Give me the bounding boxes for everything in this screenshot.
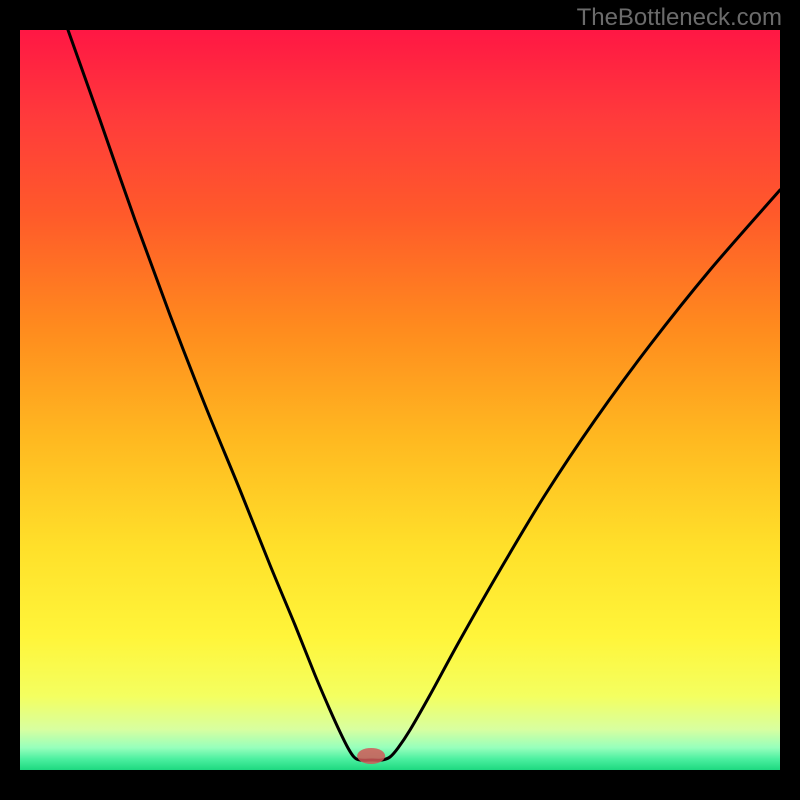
bottleneck-curve: [68, 30, 780, 760]
chart-container: TheBottleneck.com: [0, 0, 800, 800]
plot-area: [20, 30, 780, 770]
optimal-point-marker: [357, 748, 385, 764]
curve-overlay: [20, 30, 780, 770]
watermark-text: TheBottleneck.com: [577, 4, 782, 32]
